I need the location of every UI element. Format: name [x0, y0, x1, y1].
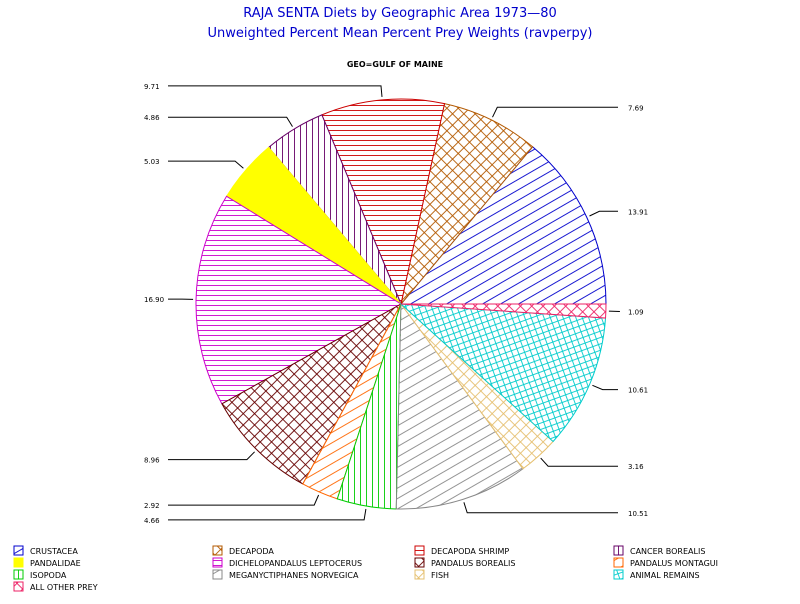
leader-line [168, 509, 366, 520]
legend-label: DECAPODA SHRIMP [431, 547, 509, 556]
legend-item-all-other-prey: ALL OTHER PREY [14, 582, 98, 592]
value-label-cancer-borealis: 4.86 [144, 114, 293, 126]
chart-subtitle: Unweighted Percent Mean Percent Prey Wei… [208, 26, 593, 41]
legend-label: PANDALUS MONTAGUI [630, 559, 718, 568]
value-label-text: 5.03 [144, 158, 160, 166]
value-label-text: 3.16 [628, 463, 644, 471]
value-label-dichelopandalus-leptocerus: 16.90 [144, 296, 193, 304]
leader-line [464, 502, 618, 513]
pie-slices [196, 99, 606, 509]
panel-label: GEO=GULF OF MAINE [347, 60, 443, 69]
leader-line [592, 385, 618, 389]
legend-label: PANDALUS BOREALIS [431, 559, 515, 568]
legend-item-crustacea: CRUSTACEA [14, 546, 78, 556]
value-label-all-other-prey: 1.09 [609, 309, 644, 317]
value-label-text: 1.09 [628, 309, 644, 317]
legend-item-cancer-borealis: CANCER BOREALIS [614, 546, 705, 556]
legend-label: ISOPODA [30, 571, 67, 580]
leader-line [541, 458, 618, 466]
legend-swatch [14, 570, 23, 579]
leader-line [168, 452, 255, 460]
legend-label: CANCER BOREALIS [630, 547, 705, 556]
legend-swatch [213, 546, 222, 555]
value-label-crustacea: 13.91 [590, 208, 649, 216]
legend-label: PANDALIDAE [30, 559, 81, 568]
value-label-decapoda-shrimp: 9.71 [144, 83, 382, 97]
value-label-text: 16.90 [144, 296, 164, 304]
legend-item-decapoda-shrimp: DECAPODA SHRIMP [415, 546, 509, 556]
leader-line [168, 117, 293, 126]
legend-swatch [415, 546, 424, 555]
legend-label: DECAPODA [229, 547, 274, 556]
legend-swatch [213, 558, 222, 567]
legend-label: ALL OTHER PREY [30, 583, 98, 592]
legend-swatch [415, 570, 424, 579]
value-label-fish: 3.16 [541, 458, 644, 471]
leader-line [493, 107, 619, 117]
leader-line [590, 211, 619, 216]
legend-item-pandalidae: PANDALIDAE [14, 558, 81, 568]
value-label-text: 8.96 [144, 457, 160, 465]
legend-label: DICHELOPANDALUS LEPTOCERUS [229, 559, 362, 568]
value-label-pandalus-montagui: 2.92 [144, 495, 319, 510]
legend-swatch [614, 546, 623, 555]
legend-item-animal-remains: ANIMAL REMAINS [614, 570, 700, 580]
value-label-text: 4.66 [144, 517, 160, 525]
value-label-text: 13.91 [628, 208, 648, 216]
value-label-animal-remains: 10.61 [592, 385, 648, 394]
leader-line [168, 495, 319, 505]
value-label-text: 2.92 [144, 502, 160, 510]
legend-item-dichelopandalus-leptocerus: DICHELOPANDALUS LEPTOCERUS [213, 558, 362, 568]
legend-item-isopoda: ISOPODA [14, 570, 67, 580]
value-label-text: 10.61 [628, 387, 648, 395]
legend-swatch [14, 558, 23, 567]
value-label-isopoda: 4.66 [144, 509, 366, 525]
legend-item-meganyctiphanes-norvegica: MEGANYCTIPHANES NORVEGICA [213, 570, 359, 580]
legend-swatch [614, 570, 623, 579]
legend-item-pandalus-montagui: PANDALUS MONTAGUI [614, 558, 718, 568]
legend-item-decapoda: DECAPODA [213, 546, 274, 556]
leader-line [168, 86, 382, 97]
legend-label: ANIMAL REMAINS [630, 571, 700, 580]
legend-swatch [14, 582, 23, 591]
legend-swatch [614, 558, 623, 567]
chart-title: RAJA SENTA Diets by Geographic Area 1973… [243, 6, 557, 21]
value-label-text: 9.71 [144, 83, 160, 91]
legend-label: CRUSTACEA [30, 547, 78, 556]
legend-item-fish: FISH [415, 570, 449, 580]
value-label-meganyctiphanes-norvegica: 10.51 [464, 502, 648, 518]
legend-label: FISH [431, 571, 449, 580]
legend-swatch [14, 546, 23, 555]
value-label-decapoda: 7.69 [493, 104, 644, 117]
legend: CRUSTACEA DECAPODA DECAPODA SHRIMP CANCER B… [14, 546, 718, 592]
legend-label: MEGANYCTIPHANES NORVEGICA [229, 571, 359, 580]
value-label-text: 4.86 [144, 114, 160, 122]
legend-item-pandalus-borealis: PANDALUS BOREALIS [415, 558, 515, 568]
value-label-pandalus-borealis: 8.96 [144, 452, 255, 465]
legend-swatch [213, 570, 222, 579]
leader-line [168, 161, 243, 168]
value-label-text: 10.51 [628, 510, 648, 518]
value-label-text: 7.69 [628, 104, 644, 112]
legend-swatch [415, 558, 424, 567]
value-label-pandalidae: 5.03 [144, 158, 243, 168]
